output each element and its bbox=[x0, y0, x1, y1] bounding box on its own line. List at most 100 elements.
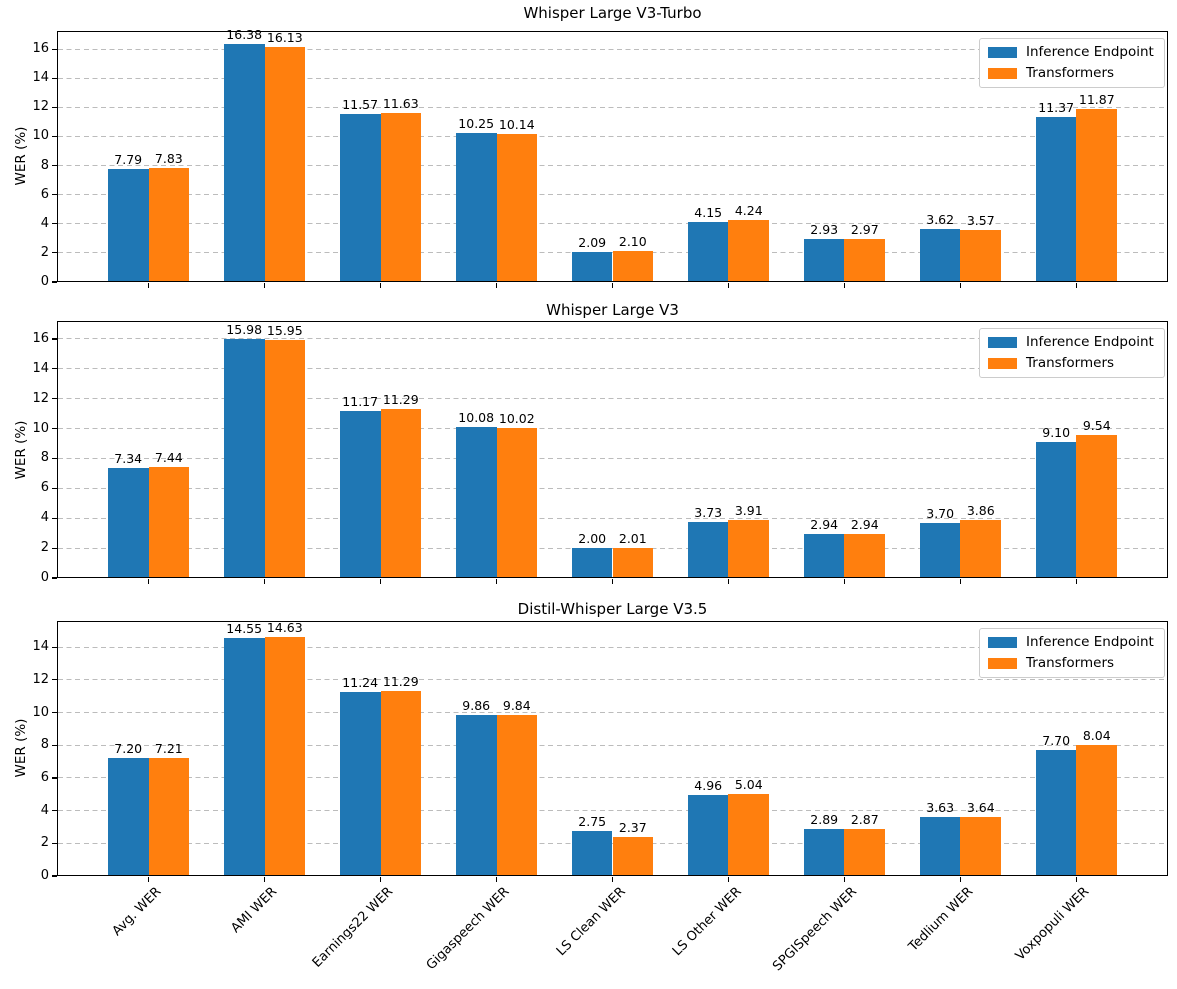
bar-transformers bbox=[380, 112, 422, 282]
x-tick bbox=[611, 877, 614, 882]
legend-swatch bbox=[988, 46, 1017, 58]
y-tick bbox=[52, 281, 57, 283]
y-tick-label: 6 bbox=[40, 186, 49, 202]
bar-inference-endpoint bbox=[919, 229, 961, 282]
y-tick-label: 10 bbox=[32, 704, 49, 720]
y-tick-label: 0 bbox=[40, 570, 49, 585]
bar-value-label: 9.84 bbox=[502, 698, 531, 714]
y-tick bbox=[52, 252, 57, 254]
bar-inference-endpoint bbox=[107, 168, 149, 282]
legend-swatch bbox=[988, 657, 1017, 669]
legend-item: Transformers bbox=[988, 655, 1154, 672]
y-tick bbox=[52, 48, 57, 50]
gridline bbox=[58, 457, 1167, 459]
bar-transformers bbox=[496, 715, 538, 876]
bar-transformers bbox=[728, 220, 770, 282]
y-tick bbox=[52, 810, 57, 812]
bar-value-label: 11.29 bbox=[382, 674, 419, 690]
bar-transformers bbox=[264, 47, 306, 282]
x-category-label: AMI WER bbox=[228, 884, 281, 937]
y-tick-label: 16 bbox=[32, 41, 49, 57]
x-tick bbox=[727, 579, 730, 584]
bar-inference-endpoint bbox=[687, 794, 729, 876]
legend-label: Inference Endpoint bbox=[1026, 634, 1154, 650]
bar-transformers bbox=[148, 466, 190, 578]
x-category-label: Gigaspeech WER bbox=[423, 884, 513, 974]
legend-label: Transformers bbox=[1026, 64, 1115, 81]
bar-transformers bbox=[844, 238, 886, 282]
y-tick bbox=[52, 517, 57, 519]
bar-transformers bbox=[148, 168, 190, 282]
y-tick-label: 12 bbox=[32, 671, 49, 687]
y-axis-label: WER (%) bbox=[13, 718, 29, 778]
y-tick-label: 14 bbox=[32, 70, 49, 86]
y-tick-label: 12 bbox=[32, 99, 49, 115]
y-tick bbox=[52, 842, 57, 844]
bar-value-label: 3.91 bbox=[734, 502, 763, 518]
x-tick bbox=[495, 283, 498, 288]
bar-transformers bbox=[1076, 744, 1118, 876]
bar-value-label: 3.70 bbox=[926, 505, 955, 521]
legend-item: Inference Endpoint bbox=[988, 334, 1154, 351]
x-category-label: Tedlium WER bbox=[906, 884, 977, 955]
y-tick bbox=[52, 368, 57, 370]
x-tick bbox=[611, 283, 614, 288]
bar-transformers bbox=[612, 251, 654, 282]
bar-transformers bbox=[728, 519, 770, 578]
bar-value-label: 3.86 bbox=[966, 503, 995, 519]
bar-inference-endpoint bbox=[803, 828, 845, 876]
bar-value-label: 5.04 bbox=[734, 776, 763, 792]
bar-transformers bbox=[264, 636, 306, 876]
x-tick bbox=[959, 579, 962, 584]
bar-value-label: 2.94 bbox=[850, 517, 879, 533]
y-tick-label: 2 bbox=[40, 244, 49, 260]
bar-value-label: 7.21 bbox=[154, 741, 183, 757]
bar-value-label: 16.38 bbox=[226, 26, 263, 42]
legend-label: Transformers bbox=[1026, 354, 1115, 371]
x-tick bbox=[727, 877, 730, 882]
legend-swatch bbox=[988, 357, 1017, 369]
y-tick bbox=[52, 744, 57, 746]
x-tick bbox=[263, 877, 266, 882]
x-tick bbox=[495, 877, 498, 882]
legend-label: Transformers bbox=[1026, 654, 1115, 671]
bar-value-label: 4.24 bbox=[734, 203, 763, 219]
legend: Inference Endpoint Transformers bbox=[979, 628, 1165, 678]
bar-value-label: 7.20 bbox=[114, 741, 143, 757]
bar-inference-endpoint bbox=[455, 427, 497, 578]
bar-transformers bbox=[496, 134, 538, 282]
legend-label: Inference Endpoint bbox=[1026, 334, 1154, 350]
bar-value-label: 2.01 bbox=[618, 530, 647, 546]
x-category-label: LS Other WER bbox=[669, 884, 745, 960]
y-tick bbox=[52, 679, 57, 681]
legend-item: Transformers bbox=[988, 355, 1154, 372]
bar-inference-endpoint bbox=[455, 132, 497, 282]
y-tick-label: 14 bbox=[32, 360, 49, 376]
bar-value-label: 11.63 bbox=[382, 95, 419, 111]
bar-inference-endpoint bbox=[339, 411, 381, 578]
y-tick bbox=[52, 487, 57, 489]
bar-inference-endpoint bbox=[571, 251, 613, 282]
bar-value-label: 2.37 bbox=[618, 820, 647, 836]
x-tick bbox=[843, 579, 846, 584]
y-tick bbox=[52, 427, 57, 430]
bar-value-label: 11.24 bbox=[342, 675, 379, 691]
legend-label: Inference Endpoint bbox=[1026, 44, 1154, 60]
bar-inference-endpoint bbox=[223, 43, 265, 282]
legend-swatch bbox=[988, 636, 1017, 648]
chart-title: Whisper Large V3 bbox=[546, 301, 679, 319]
bar-value-label: 2.93 bbox=[810, 222, 839, 238]
gridline bbox=[58, 165, 1167, 167]
gridline bbox=[58, 368, 1167, 370]
gridline bbox=[58, 223, 1167, 225]
gridline bbox=[58, 517, 1167, 519]
bar-transformers bbox=[1076, 435, 1118, 578]
legend: Inference Endpoint Transformers bbox=[979, 38, 1165, 88]
bar-inference-endpoint bbox=[107, 758, 149, 876]
y-tick bbox=[52, 194, 57, 196]
y-tick-label: 4 bbox=[40, 802, 49, 818]
bar-value-label: 3.64 bbox=[966, 799, 995, 815]
bar-value-label: 3.63 bbox=[926, 799, 955, 815]
